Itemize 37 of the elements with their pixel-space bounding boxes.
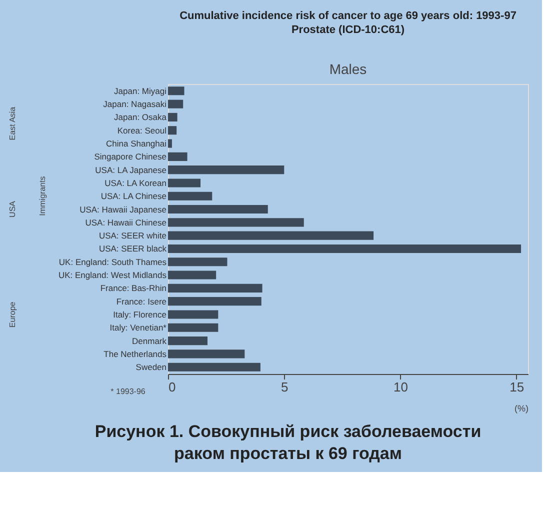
y-tick-label: USA: LA Japanese: [95, 164, 167, 175]
text: * 1993-96: [110, 387, 146, 396]
y-tick-label: UK: England: South Thames: [58, 256, 166, 267]
chart-title: Cumulative incidence risk of cancer to age 69 years old: 1993-97: [180, 10, 516, 22]
y-tick-label: USA: Hawaii Japanese: [80, 204, 167, 214]
y-tick-label: USA: LA Korean: [104, 178, 167, 188]
text: Europe: [8, 301, 17, 328]
y-tick-label: USA: LA Chinese: [100, 191, 167, 202]
y-tick-label: Italy: Venetian*: [110, 322, 168, 333]
text: Рисунок 1. Совокупный риск заболеваемости: [94, 422, 482, 441]
text: раком простаты к 69 годам: [174, 444, 402, 463]
y-tick-label: USA: SEER black: [98, 244, 168, 254]
y-tick-label: Japan: Osaka: [114, 112, 167, 122]
y-tick-label: Denmark: [132, 336, 168, 346]
y-tick-label: China Shanghai: [106, 138, 167, 149]
x-tick-label: 0: [168, 380, 176, 394]
y-tick-label: Singapore Chinese: [94, 152, 167, 162]
x-tick-label: 5: [281, 380, 288, 394]
x-tick-label: 15: [510, 380, 524, 394]
text: Immigrants: [38, 176, 47, 216]
x-tick-label: 10: [394, 380, 408, 394]
y-tick-label: Japan: Nagasaki: [103, 99, 167, 110]
y-tick-label: Korea: Seoul: [117, 125, 167, 136]
text: USA: [8, 200, 17, 218]
y-tick-label: USA: SEER white: [98, 230, 167, 241]
y-tick-label: Sweden: [136, 362, 167, 372]
y-tick-label: USA: Hawaii Chinese: [85, 217, 167, 228]
y-tick-label: Italy: Florence: [113, 309, 167, 320]
y-tick-label: Japan: Miyagi: [114, 86, 167, 96]
chart-subtitle: Prostate (ICD-10:C61): [291, 24, 405, 36]
text: East Asia: [8, 106, 17, 140]
x-axis-title: (%): [514, 404, 528, 414]
text: Males: [329, 61, 367, 77]
y-tick-label: France: Bas-Rhin: [100, 283, 167, 294]
y-tick-label: UK: England: West Midlands: [58, 270, 166, 280]
y-tick-label: France: Isere: [116, 296, 167, 306]
y-tick-label: The Netherlands: [104, 348, 166, 359]
